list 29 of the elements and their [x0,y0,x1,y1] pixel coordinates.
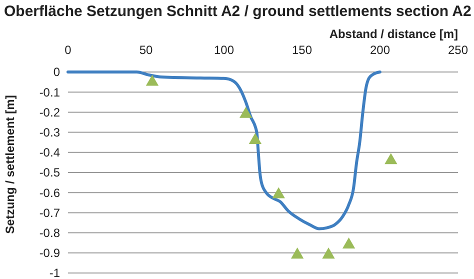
x-tick-label: 200 [370,43,390,57]
y-tick-label: -0.8 [39,226,60,240]
y-tick-label: -0.2 [39,105,60,120]
point [239,106,252,118]
point [384,153,398,164]
y-tick-label: 0 [53,65,60,80]
line-series [66,70,382,230]
y-tick-label: -0.1 [39,85,60,100]
y-tick-label: -0.4 [39,146,60,160]
y-tick-label: -0.6 [39,186,60,200]
x-tick-label: 50 [139,43,153,57]
y-tick-label: -0.5 [39,166,60,180]
x-tick-label: 150 [292,43,312,57]
point [272,187,285,198]
y-tick-label: -0.9 [39,246,60,260]
x-axis-title: Abstand / distance [m] [329,27,458,41]
x-tick-label: 250 [448,43,468,57]
y-tick-label: -0.7 [39,206,60,220]
chart-title: Oberfläche Setzungen Schnitt A2 / ground settlements section A2 [4,3,472,20]
point [342,238,356,249]
x-tick-label: 100 [214,43,234,57]
y-axis-title: Setzung / settlement [m] [3,95,17,234]
x-tick-label: 0 [64,43,72,57]
point [290,248,304,259]
y-tick-label: -0.3 [39,126,60,140]
point [322,248,335,259]
point [146,74,159,86]
point [248,132,262,144]
y-tick-label: -1 [49,266,60,279]
